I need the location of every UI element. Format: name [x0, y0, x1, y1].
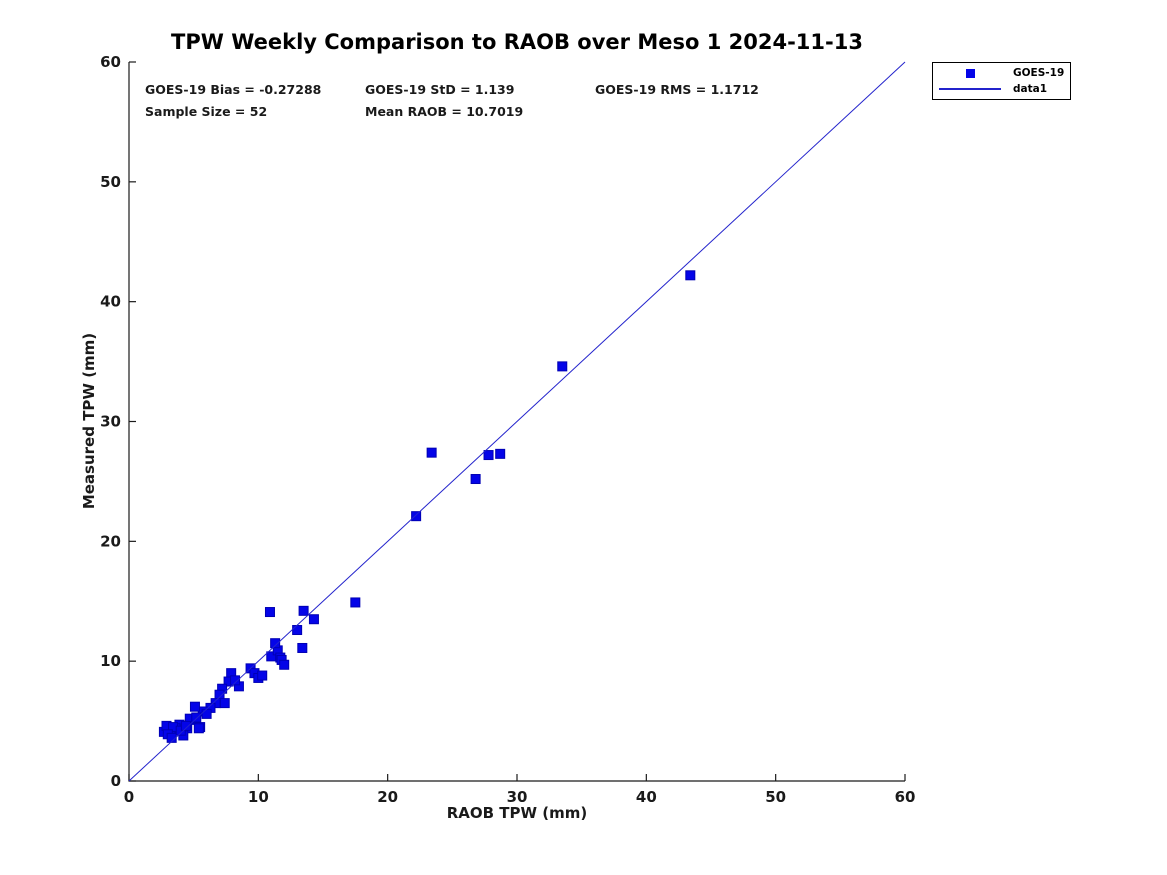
data-point [470, 474, 481, 485]
data-point [191, 712, 202, 723]
line-sample-icon [939, 87, 1001, 90]
data-point [350, 597, 361, 608]
y-tick-label: 60 [100, 53, 121, 71]
stat-sample-size: Sample Size = 52 [145, 104, 268, 119]
x-axis-label: RAOB TPW (mm) [446, 804, 588, 822]
data-point [189, 701, 200, 712]
data-point [557, 361, 568, 372]
y-axis-label: Measured TPW (mm) [80, 332, 98, 510]
data-point [264, 607, 275, 618]
x-tick-label: 50 [765, 788, 786, 806]
y-tick-label: 20 [100, 532, 121, 550]
y-tick-label: 40 [100, 293, 121, 311]
data-point [219, 698, 230, 709]
chart-title: TPW Weekly Comparison to RAOB over Meso … [171, 30, 863, 54]
stat-bias: GOES-19 Bias = -0.27288 [145, 82, 322, 97]
y-tick-label: 30 [100, 413, 121, 431]
data-point [279, 659, 290, 670]
data-point [180, 720, 191, 731]
data-point [308, 614, 319, 625]
identity-line [128, 61, 906, 782]
legend-item-data1: data1 [939, 81, 1064, 96]
x-tick-label: 30 [507, 788, 528, 806]
stat-std: GOES-19 StD = 1.139 [365, 82, 515, 97]
x-tick-label: 10 [248, 788, 269, 806]
data-point [257, 670, 268, 681]
y-tick-label: 0 [111, 772, 121, 790]
y-tick-label: 10 [100, 652, 121, 670]
data-point [495, 448, 506, 459]
data-point [483, 450, 494, 461]
data-point [411, 511, 422, 522]
data-point [270, 638, 281, 649]
data-point [292, 625, 303, 636]
stat-mean-raob: Mean RAOB = 10.7019 [365, 104, 524, 119]
data-point [230, 675, 241, 686]
x-tick-label: 0 [124, 788, 134, 806]
stat-rms: GOES-19 RMS = 1.1712 [595, 82, 759, 97]
data-point [426, 447, 437, 458]
legend-line-key [939, 87, 1001, 90]
data-point [201, 708, 212, 719]
data-point [193, 723, 204, 734]
data-point [297, 642, 308, 653]
y-tick-label: 50 [100, 173, 121, 191]
data-point [298, 605, 309, 616]
legend-marker-key [939, 68, 1001, 78]
x-tick-label: 40 [636, 788, 657, 806]
x-tick-label: 60 [895, 788, 916, 806]
x-tick-label: 20 [377, 788, 398, 806]
legend-box: GOES-19 data1 [932, 62, 1071, 100]
legend-label: data1 [1013, 82, 1048, 95]
square-marker-icon [965, 68, 975, 78]
legend-label: GOES-19 [1013, 67, 1065, 80]
data-point [685, 270, 696, 281]
legend-item-goes19: GOES-19 [939, 66, 1064, 81]
